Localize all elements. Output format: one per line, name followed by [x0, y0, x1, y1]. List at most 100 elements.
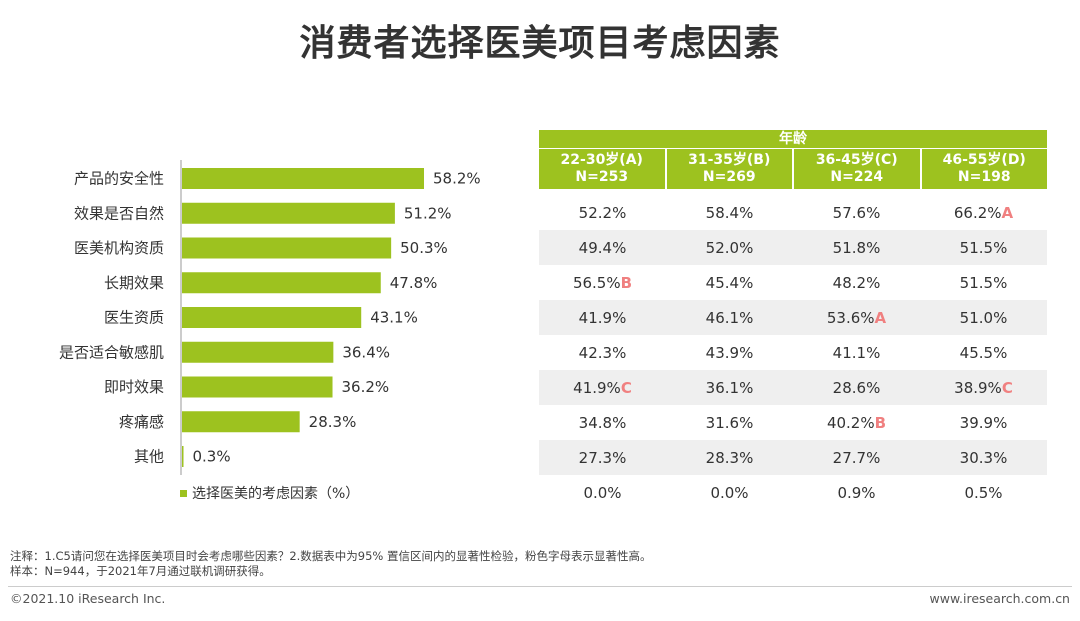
- bar: [182, 446, 184, 467]
- cell-value: 43.9%: [705, 343, 754, 362]
- cell-value: 53.6%: [826, 308, 875, 327]
- table-row: 56.5%B 45.4% 48.2% 51.5%: [539, 265, 1047, 300]
- significance-mark: B: [620, 273, 633, 292]
- table-cell: 48.2%: [793, 274, 920, 292]
- table-row: 42.3% 43.9% 41.1% 45.5%: [539, 335, 1047, 370]
- cell-value: 40.2%: [826, 413, 875, 432]
- table-cell: 51.5%: [920, 274, 1047, 292]
- footer-divider: [8, 586, 1072, 587]
- table-cell: 39.9%: [920, 414, 1047, 432]
- cell-value: 45.4%: [705, 273, 754, 292]
- footnote: 注释：1.C5请问您在选择医美项目时会考虑哪些因素？2.数据表中为95% 置信区…: [10, 549, 652, 579]
- cell-value: 57.6%: [832, 203, 881, 222]
- category-label: 效果是否自然: [74, 204, 164, 222]
- bar: [182, 341, 334, 363]
- cell-value: 27.7%: [832, 448, 881, 467]
- group-sample-size: N=253: [575, 169, 629, 185]
- cell-value: 30.3%: [959, 448, 1008, 467]
- cell-value: 41.9%: [573, 378, 621, 397]
- table-cell: 36.1%: [666, 379, 793, 397]
- data-label: 43.1%: [370, 309, 418, 327]
- group-sample-size: N=269: [702, 169, 756, 185]
- bar: [182, 168, 424, 189]
- table-cell: 57.6%: [793, 204, 920, 222]
- table-row: 41.9%C 36.1% 28.6% 38.9%C: [539, 370, 1047, 405]
- chart-legend: 选择医美的考虑因素（%）: [180, 483, 359, 503]
- table-row: 52.2% 58.4% 57.6% 66.2%A: [539, 195, 1047, 230]
- table-group-cell: 36-45岁(C) N=224: [794, 149, 920, 189]
- significance-mark: A: [874, 308, 887, 327]
- cell-value: 28.6%: [832, 378, 881, 397]
- bar: [182, 307, 362, 328]
- category-label: 长期效果: [104, 274, 164, 292]
- table-header-age: 年龄: [539, 130, 1047, 148]
- table-row: 34.8% 31.6% 40.2%B 39.9%: [539, 405, 1047, 440]
- bar: [182, 237, 392, 259]
- cell-value: 34.8%: [578, 413, 627, 432]
- category-label: 即时效果: [104, 378, 164, 396]
- bar: [182, 202, 395, 224]
- age-breakdown-table: 年龄 22-30岁(A) N=253 31-35岁(B) N=269 36-45岁(C)…: [539, 130, 1047, 510]
- cell-value: 51.8%: [832, 238, 881, 257]
- table-cell: 34.8%: [539, 414, 666, 432]
- legend-label: 选择医美的考虑因素（%）: [192, 486, 360, 502]
- table-cell: 0.0%: [539, 484, 666, 502]
- cell-value: 0.5%: [964, 483, 1003, 502]
- table-group-cell: 46-55岁(D) N=198: [921, 149, 1047, 189]
- table-cell: 45.4%: [666, 274, 793, 292]
- category-label: 疼痛感: [119, 413, 164, 431]
- table-cell: 40.2%B: [793, 414, 920, 432]
- table-cell: 31.6%: [666, 414, 793, 432]
- bar: [182, 376, 333, 398]
- cell-value: 48.2%: [832, 273, 881, 292]
- significance-mark: A: [1001, 203, 1014, 222]
- table-group-cell: 31-35岁(B) N=269: [666, 149, 792, 189]
- table-cell: 52.2%: [539, 204, 666, 222]
- table-cell: 27.3%: [539, 449, 666, 467]
- cell-value: 28.3%: [705, 448, 754, 467]
- cell-value: 31.6%: [705, 413, 754, 432]
- cell-value: 52.2%: [578, 203, 627, 222]
- significance-mark: C: [1001, 378, 1013, 397]
- cell-value: 51.5%: [959, 238, 1008, 257]
- group-age-range: 36-45岁(C): [815, 152, 898, 168]
- group-age-range: 46-55岁(D): [942, 152, 1026, 168]
- table-group-header: 22-30岁(A) N=253 31-35岁(B) N=269 36-45岁(C) N=2…: [539, 149, 1047, 189]
- table-cell: 45.5%: [920, 344, 1047, 362]
- cell-value: 27.3%: [578, 448, 627, 467]
- table-cell: 53.6%A: [793, 309, 920, 327]
- data-label: 51.2%: [404, 204, 452, 222]
- table-row: 0.0% 0.0% 0.9% 0.5%: [539, 475, 1047, 510]
- cell-value: 46.1%: [705, 308, 754, 327]
- cell-value: 38.9%: [954, 378, 1002, 397]
- table-cell: 46.1%: [666, 309, 793, 327]
- data-label: 28.3%: [309, 413, 357, 431]
- table-cell: 41.9%C: [539, 379, 666, 397]
- cell-value: 39.9%: [959, 413, 1008, 432]
- significance-mark: B: [874, 413, 887, 432]
- cell-value: 36.1%: [705, 378, 754, 397]
- bar: [182, 272, 381, 294]
- footnote-line-2: 样本：N=944，于2021年7月通过联机调研获得。: [10, 564, 271, 578]
- cell-value: 66.2%: [953, 203, 1002, 222]
- table-cell: 0.0%: [666, 484, 793, 502]
- category-label: 产品的安全性: [74, 170, 164, 188]
- cell-value: 42.3%: [578, 343, 627, 362]
- cell-value: 56.5%: [572, 273, 621, 292]
- table-cell: 27.7%: [793, 449, 920, 467]
- table-cell: 30.3%: [920, 449, 1047, 467]
- table-cell: 38.9%C: [920, 379, 1047, 397]
- bar: [182, 411, 300, 433]
- table-cell: 41.9%: [539, 309, 666, 327]
- cell-value: 49.4%: [578, 238, 627, 257]
- table-row: 41.9% 46.1% 53.6%A 51.0%: [539, 300, 1047, 335]
- table-cell: 28.3%: [666, 449, 793, 467]
- table-cell: 52.0%: [666, 239, 793, 257]
- table-cell: 51.5%: [920, 239, 1047, 257]
- data-label: 36.2%: [342, 378, 390, 396]
- cell-value: 51.5%: [959, 273, 1008, 292]
- footnote-line-1: 注释：1.C5请问您在选择医美项目时会考虑哪些因素？2.数据表中为95% 置信区…: [10, 549, 652, 563]
- cell-value: 45.5%: [959, 343, 1008, 362]
- table-cell: 58.4%: [666, 204, 793, 222]
- table-cell: 66.2%A: [920, 204, 1047, 222]
